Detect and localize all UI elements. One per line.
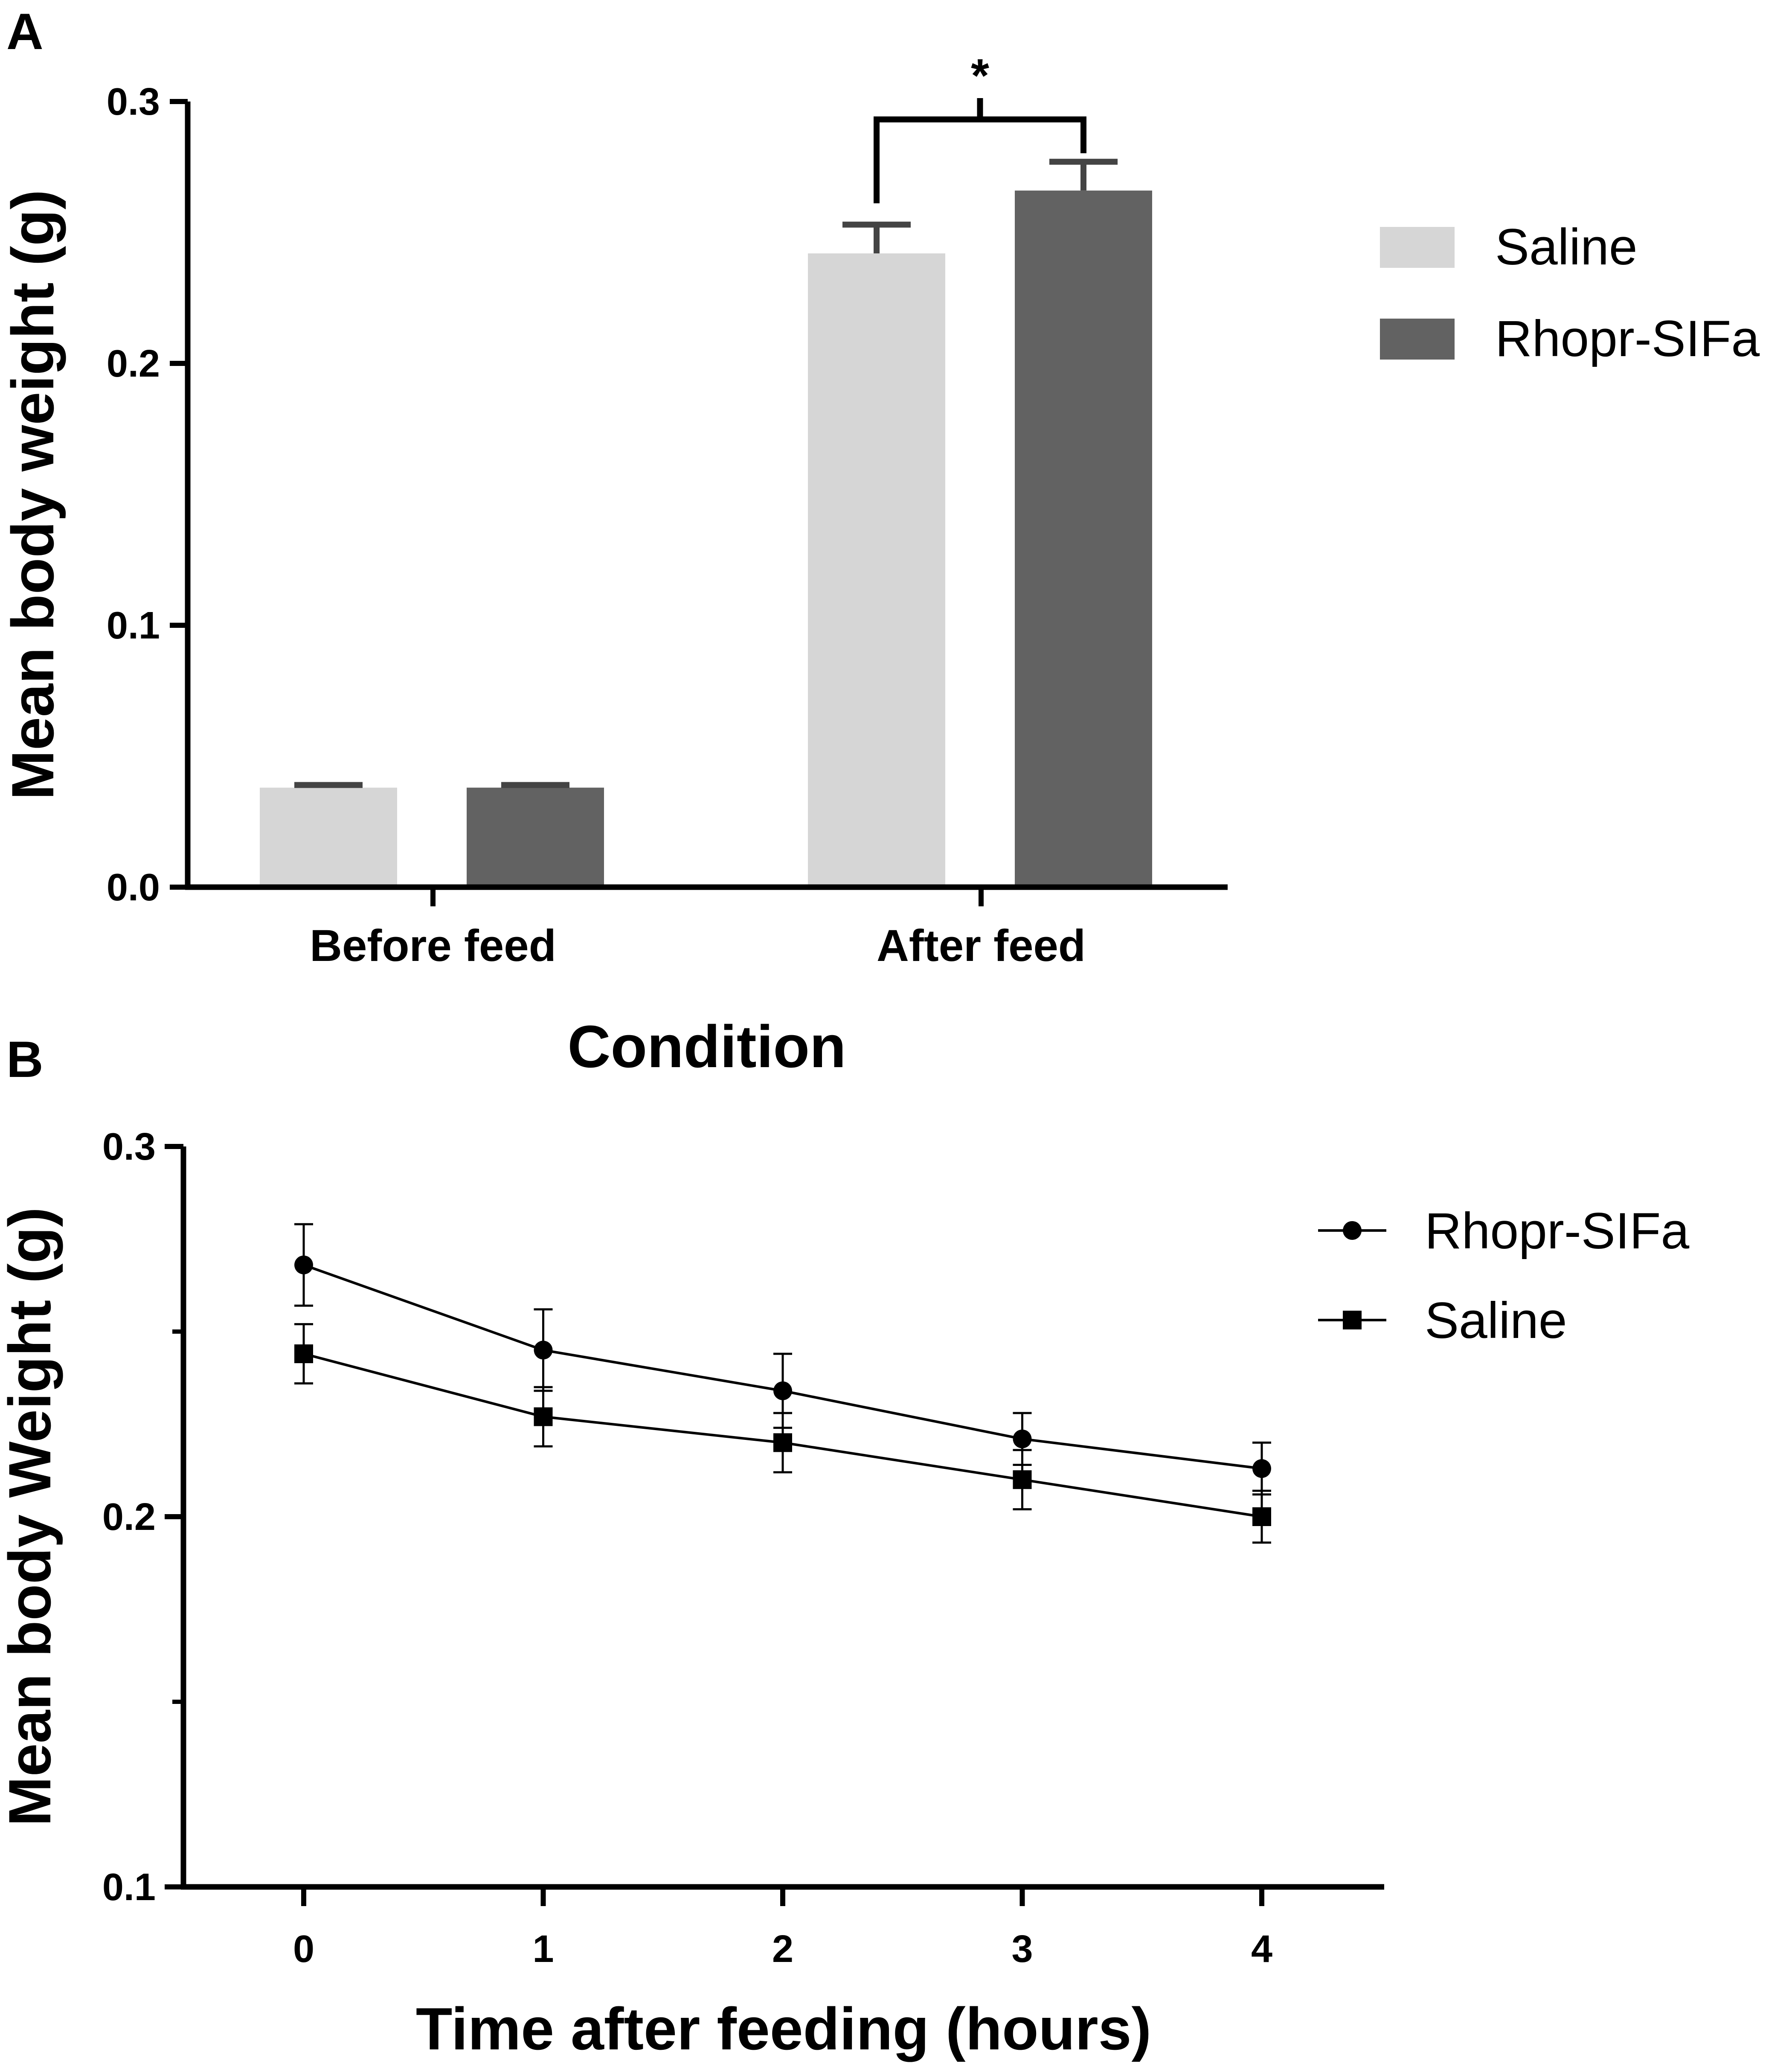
panel-a-legend-swatch — [1380, 319, 1455, 360]
panel-b-x-tick-label: 3 — [1011, 1928, 1033, 1970]
panel-b-y-title: Mean body Weight (g) — [0, 1207, 63, 1826]
panel-a-legend-swatch — [1380, 227, 1455, 268]
panel-b-circle-marker — [534, 1341, 553, 1360]
panel-b-circle-marker — [773, 1381, 792, 1400]
panel-b: B 0.1 0.2 0.3 0 1 2 3 4 Mean body Weight (g) T… — [0, 1031, 1689, 2062]
panel-a-significance-label: * — [971, 49, 989, 102]
panel-a-bar — [808, 253, 945, 887]
panel-b-x-tick-label: 1 — [532, 1928, 554, 1970]
panel-a-legend-label: Rhopr-SIFa — [1495, 310, 1760, 367]
panel-a-x-title: Condition — [567, 1013, 846, 1080]
panel-a-y-tick-label: 0.2 — [107, 342, 160, 385]
panel-b-square-marker — [1013, 1470, 1032, 1489]
panel-b-circle-marker — [294, 1255, 313, 1274]
panel-a-bar — [467, 787, 604, 887]
panel-b-x-tick-label: 2 — [772, 1928, 793, 1970]
panel-b-x-tick-label: 4 — [1251, 1928, 1272, 1970]
panel-a-y-tick-label: 0.1 — [107, 604, 160, 647]
panel-a-bar — [1015, 190, 1152, 887]
panel-a-category-label: Before feed — [310, 921, 556, 971]
panel-b-y-tick-label: 0.3 — [102, 1126, 156, 1168]
panel-a-legend: Saline Rhopr-SIFa — [1380, 218, 1760, 367]
panel-b-square-marker — [294, 1344, 313, 1364]
panel-a-category-label: After feed — [877, 921, 1086, 971]
panel-b-x-tick-label: 0 — [293, 1928, 314, 1970]
panel-b-legend: Rhopr-SIFa Saline — [1318, 1202, 1689, 1349]
panel-b-square-marker — [534, 1407, 553, 1426]
panel-b-y-tick-label: 0.1 — [102, 1866, 156, 1909]
panel-b-x-title: Time after feeding (hours) — [416, 1995, 1151, 2062]
panel-b-circle-marker — [1252, 1459, 1271, 1478]
panel-b-legend-square-marker — [1343, 1311, 1362, 1329]
panel-a-bar — [260, 787, 397, 887]
panel-b-legend-label: Saline — [1425, 1292, 1567, 1349]
panel-b-letter: B — [6, 1031, 44, 1088]
panel-a-y-tick-label: 0.0 — [107, 866, 160, 909]
panel-a: A * 0.0 0.1 0.2 0.3 Before feed After feed M… — [0, 3, 1760, 1080]
panel-b-legend-circle-marker — [1343, 1221, 1362, 1240]
panel-a-y-tick-label: 0.3 — [107, 81, 160, 123]
panel-b-circle-marker — [1013, 1429, 1032, 1448]
panel-b-y-tick-label: 0.2 — [102, 1496, 156, 1538]
panel-a-letter: A — [6, 3, 44, 60]
panel-b-legend-label: Rhopr-SIFa — [1425, 1202, 1689, 1259]
panel-b-square-marker — [1252, 1507, 1271, 1526]
panel-b-square-marker — [773, 1433, 792, 1452]
panel-a-legend-label: Saline — [1495, 218, 1638, 276]
panel-a-y-title: Mean body weight (g) — [0, 189, 66, 800]
